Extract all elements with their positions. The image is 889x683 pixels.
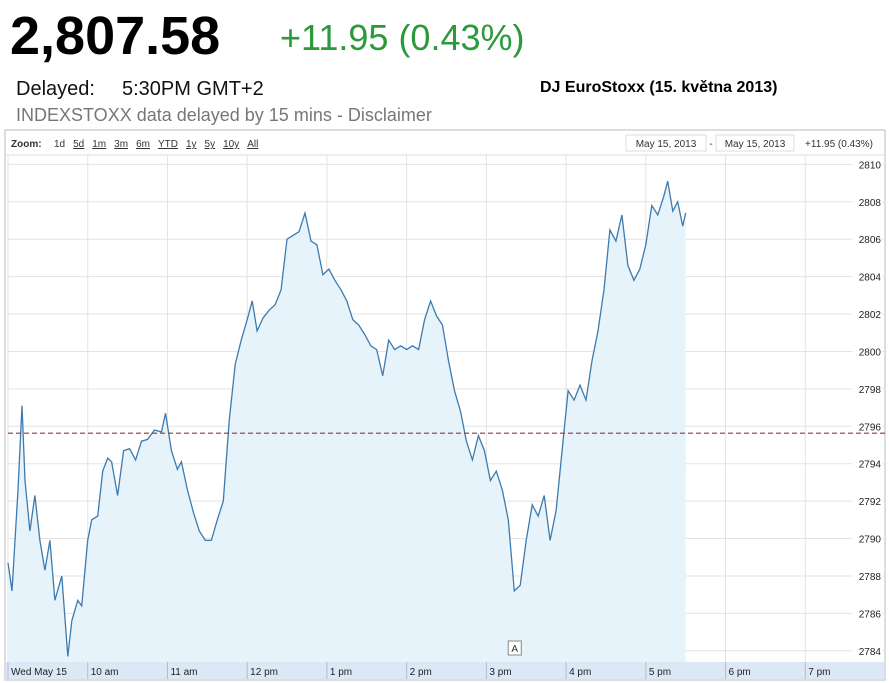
y-tick-label: 2798 [859,385,882,396]
caption: DJ EuroStoxx (15. května 2013) [540,79,777,96]
zoom-option[interactable]: 1d [54,139,65,150]
zoom-option[interactable]: 5y [205,139,216,150]
x-axis-band [6,662,884,679]
y-tick-label: 2800 [859,347,882,358]
x-tick-label: 7 pm [808,667,830,678]
y-tick-label: 2792 [859,497,882,508]
y-tick-label-bg [852,568,882,582]
y-tick-label-bg [852,494,882,508]
delay-note[interactable]: INDEXSTOXX data delayed by 15 mins - Dis… [16,105,432,125]
x-tick-label: 4 pm [569,667,591,678]
delayed-label: Delayed: [16,78,95,100]
area [8,181,686,662]
y-tick-label-bg [852,232,882,246]
y-tick-label-bg [852,344,882,358]
range-change: +11.95 (0.43%) [805,139,873,150]
y-tick-label-bg [852,419,882,433]
y-tick-label: 2802 [859,310,882,321]
range-end-box [715,134,795,152]
y-tick-label-bg [852,643,882,657]
x-tick-label: 1 pm [330,667,352,678]
x-tick-label: 12 pm [250,667,278,678]
y-tick-label-bg [852,606,882,620]
x-tick-label: 3 pm [489,667,511,678]
delayed-time: 5:30PM GMT+2 [122,78,264,100]
zoom-option[interactable]: All [247,139,258,150]
annotation-flag[interactable] [507,640,522,656]
y-tick-label-bg [852,307,882,321]
range-separator: - [709,139,712,150]
annotation-label: A [511,644,518,655]
range-start-box [625,134,707,152]
zoom-option[interactable]: YTD [158,139,178,150]
y-tick-label-bg [852,157,882,171]
zoom-label: Zoom: [11,139,42,150]
y-tick-label: 2810 [859,160,882,171]
y-tick-label-bg [852,456,882,470]
plot: 2784 2786 2788 2790 2792 2794 2796 2798 2800 2802… [6,155,885,679]
y-tick-label: 2786 [859,609,882,620]
zoom-option[interactable]: 5d [73,139,84,150]
range-end: May 15, 2013 [725,139,786,150]
y-tick-label-bg [852,269,882,283]
y-tick-label-bg [852,381,882,395]
y-tick-label: 2790 [859,535,882,546]
y-tick-label: 2804 [859,273,882,284]
x-tick-label: Wed May 15 [11,667,67,678]
y-tick-label: 2796 [859,422,882,433]
zoom-option[interactable]: 3m [114,139,128,150]
price: 2,807.58 [10,6,220,66]
line [7,181,687,657]
y-tick-label: 2794 [859,460,882,471]
y-tick-label-bg [852,531,882,545]
y-tick-label: 2788 [859,572,882,583]
y-tick-label: 2784 [859,647,882,658]
y-tick-label: 2806 [859,235,882,246]
zoom-option[interactable]: 10y [223,139,239,150]
zoom-option[interactable]: 1y [186,139,197,150]
change: +11.95 (0.43%) [280,17,525,58]
y-tick-label: 2808 [859,198,882,209]
zoom-option[interactable]: 1m [92,139,106,150]
x-tick-label: 5 pm [649,667,671,678]
x-tick-label: 11 am [170,667,197,678]
x-tick-label: 6 pm [729,667,751,678]
zoom-option[interactable]: 6m [136,139,150,150]
x-tick-label: 2 pm [410,667,432,678]
x-tick-label: 10 am [91,667,119,678]
y-tick-label-bg [852,194,882,208]
range-start: May 15, 2013 [636,139,697,150]
